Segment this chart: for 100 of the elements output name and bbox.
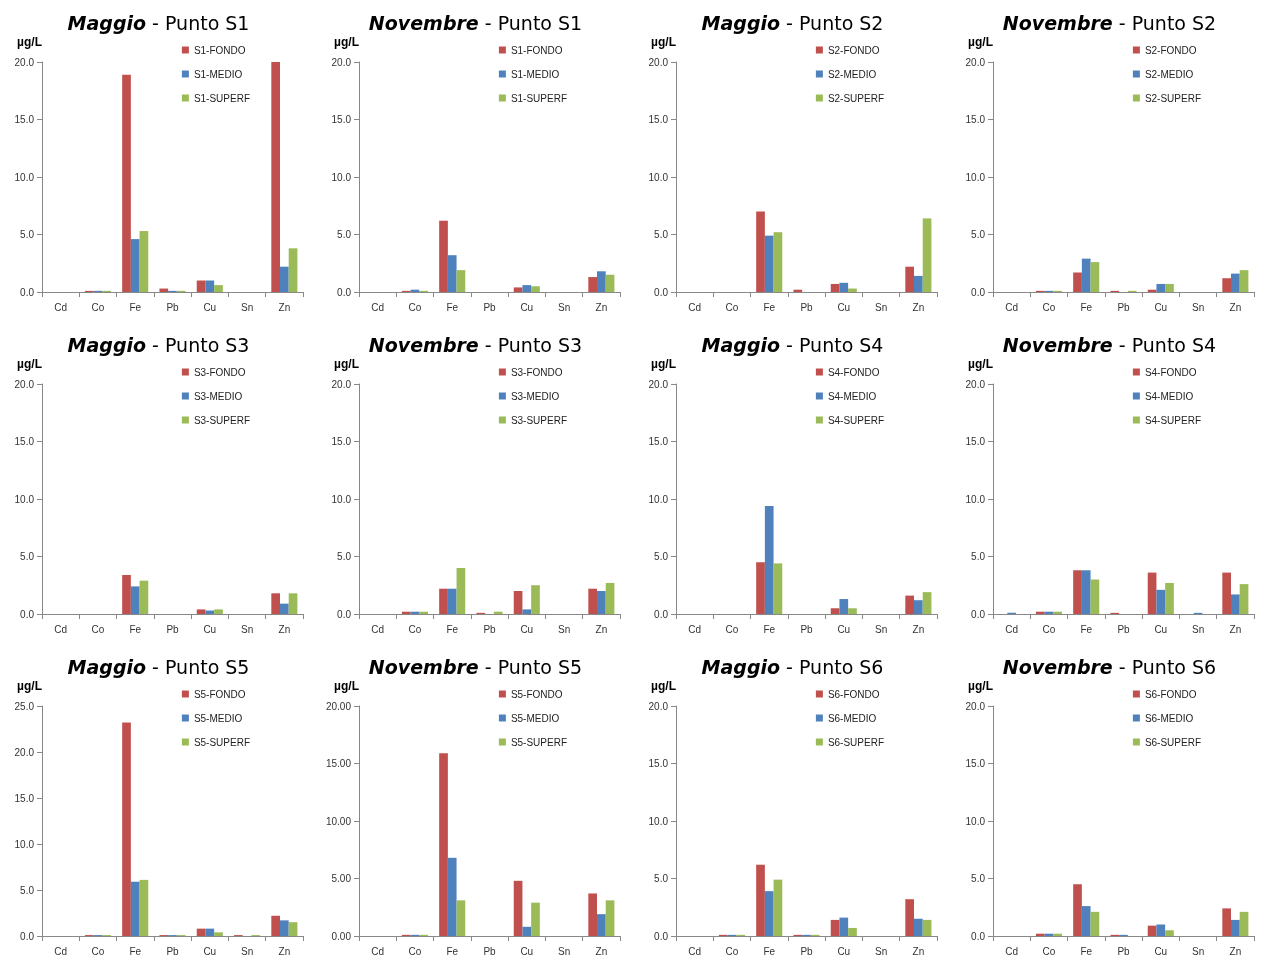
bar [773, 563, 783, 614]
bar [1053, 611, 1062, 614]
y-tick-label: 15.0 [965, 114, 986, 125]
x-tick-label: Cd [371, 945, 385, 957]
legend-label: S3-SUPERF [193, 414, 250, 426]
bar [1090, 911, 1100, 936]
bar [922, 919, 932, 936]
y-tick-label: 10.0 [965, 493, 986, 505]
x-tick-label: Co [725, 301, 739, 313]
y-tick-label: 10.0 [648, 493, 669, 505]
x-tick-label: Co [408, 945, 422, 957]
bar [122, 74, 131, 292]
x-tick-label: Sn [240, 945, 254, 957]
bar [1053, 933, 1062, 936]
x-tick-label: Zn [912, 623, 925, 635]
legend-label: S1-SUPERF [193, 92, 250, 104]
chart-title: Maggio - Punto S5 [67, 655, 250, 678]
bar [905, 899, 915, 936]
x-tick-label: Co [408, 301, 422, 313]
y-tick-label: 5.0 [971, 873, 986, 884]
x-tick-label: Cd [1005, 945, 1019, 957]
bar [447, 588, 457, 614]
x-tick-label: Pb [483, 623, 497, 635]
bar [288, 593, 298, 614]
bar [271, 62, 281, 292]
legend-label: S4-MEDIO [827, 390, 877, 402]
bar [1081, 258, 1091, 292]
chart-title: Maggio - Punto S6 [701, 655, 884, 678]
bar [139, 879, 149, 936]
bar [130, 586, 140, 614]
y-tick-label: 15.0 [331, 436, 352, 447]
bar [764, 235, 774, 292]
y-tick-label: 20.0 [331, 378, 352, 390]
bar [522, 609, 532, 614]
y-tick-label: 10.0 [648, 815, 669, 827]
y-tick-label: 20.00 [325, 700, 352, 712]
x-tick-label: Pb [800, 301, 814, 313]
bar [773, 879, 783, 936]
chart-title: Novembre - Punto S5 [368, 655, 583, 678]
y-tick-label: 5.0 [337, 229, 352, 240]
x-tick-label: Zn [278, 945, 291, 957]
bar [139, 580, 149, 614]
bar [122, 722, 131, 936]
chart-title: Maggio - Punto S4 [701, 333, 884, 356]
bar [839, 282, 849, 292]
bar [531, 902, 540, 936]
bar [756, 562, 765, 614]
y-tick-label: 20.0 [965, 700, 986, 712]
bar [1239, 911, 1249, 936]
y-tick-label: 10.0 [14, 493, 35, 505]
legend-label: S3-MEDIO [193, 390, 243, 402]
bar [905, 266, 915, 292]
x-tick-label: Fe [763, 301, 776, 313]
bar [830, 608, 840, 614]
legend-label: S1-MEDIO [193, 68, 243, 80]
y-tick-label: 15.0 [965, 758, 986, 769]
legend-label: S5-FONDO [193, 688, 246, 700]
x-tick-label: Cd [54, 301, 68, 313]
x-tick-label: Cd [1005, 623, 1019, 635]
x-tick-label: Cd [688, 623, 702, 635]
x-tick-label: Fe [1080, 301, 1093, 313]
x-tick-label: Zn [912, 301, 925, 313]
legend-label: S6-FONDO [1144, 688, 1197, 700]
x-tick-label: Co [725, 623, 739, 635]
bar [605, 900, 615, 936]
bar [196, 609, 206, 614]
y-tick-label: 0.0 [971, 608, 986, 620]
bar [447, 255, 457, 292]
y-tick-label: 10.0 [331, 493, 352, 505]
x-tick-label: Cd [54, 623, 68, 635]
y-axis-title: µg/L [17, 679, 42, 693]
y-tick-label: 0.0 [654, 286, 669, 298]
y-tick-label: 15.0 [648, 436, 669, 447]
bar [1035, 611, 1045, 614]
y-tick-label: 15.0 [14, 436, 35, 447]
x-tick-label: Cd [688, 301, 702, 313]
bar [1222, 278, 1232, 292]
x-tick-label: Sn [240, 301, 254, 313]
chart-title: Novembre - Punto S1 [368, 11, 583, 34]
x-tick-label: Fe [446, 301, 459, 313]
bar [764, 505, 774, 614]
x-tick-label: Sn [1191, 945, 1205, 957]
x-tick-label: Zn [595, 301, 608, 313]
legend-label: S2-SUPERF [827, 92, 884, 104]
bar [214, 932, 223, 936]
bar [848, 927, 857, 936]
bar [1222, 572, 1232, 614]
x-tick-label: Sn [874, 301, 888, 313]
bar [419, 611, 428, 614]
y-tick-label: 15.0 [14, 114, 35, 125]
y-tick-label: 20.0 [965, 378, 986, 390]
y-tick-label: 20.0 [14, 746, 35, 758]
x-tick-label: Sn [240, 623, 254, 635]
legend-label: S6-MEDIO [1144, 712, 1194, 724]
bar [1239, 270, 1249, 292]
x-tick-label: Cu [1154, 301, 1168, 313]
x-tick-label: Fe [129, 301, 142, 313]
y-tick-label: 5.0 [654, 551, 669, 562]
legend-label: S4-FONDO [827, 366, 880, 378]
y-tick-label: 0.0 [654, 930, 669, 942]
